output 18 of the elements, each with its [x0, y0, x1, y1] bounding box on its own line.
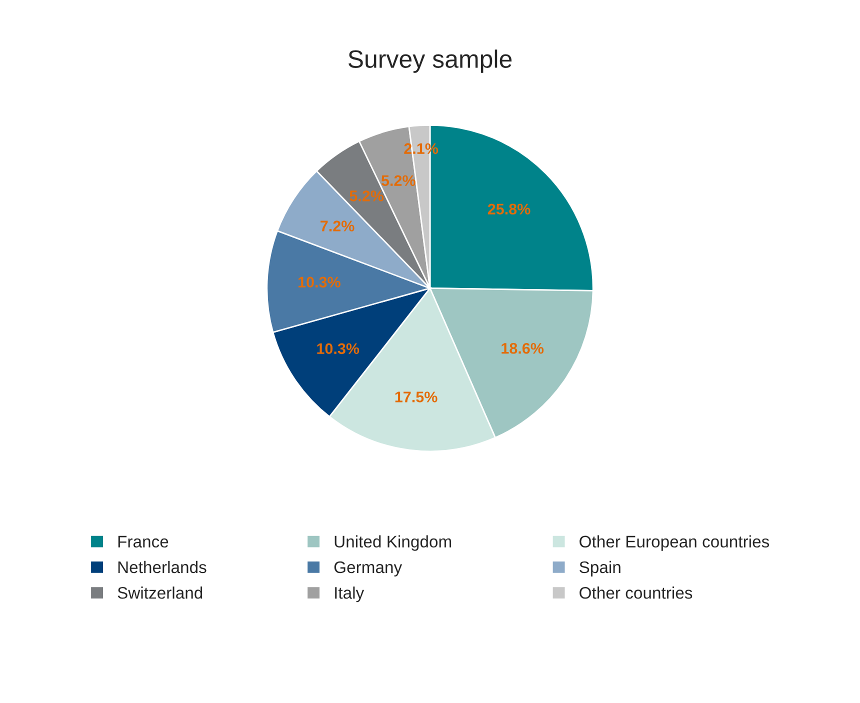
legend-label: Italy — [335, 586, 364, 602]
data-label: 5.2% — [350, 190, 384, 202]
legend-label: Switzerland — [118, 586, 202, 599]
chart-title: Survey sample — [348, 50, 512, 73]
data-label: 18.6% — [502, 342, 544, 354]
legend-label: Germany — [334, 561, 402, 576]
data-label: 10.3% — [298, 276, 340, 288]
data-label: 25.8% — [488, 204, 530, 215]
legend-label: United Kingdom — [334, 535, 452, 551]
legend-label: Other countries — [580, 586, 692, 599]
legend-label: Netherlands — [118, 560, 206, 574]
data-label: 17.5% — [395, 392, 438, 402]
legend-label: France — [118, 536, 168, 548]
legend-label: Spain — [580, 560, 620, 576]
data-label: 7.2% — [320, 220, 354, 232]
data-label: 5.2% — [381, 175, 416, 186]
data-label: 10.3% — [317, 343, 360, 354]
legend-label: Other European countries — [580, 535, 770, 551]
